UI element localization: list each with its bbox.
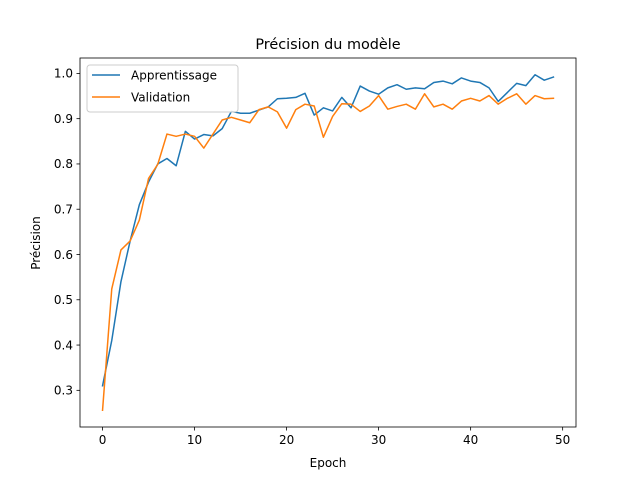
y-axis-label: Précision — [29, 216, 43, 270]
plot-area — [79, 57, 577, 428]
y-tick-label: 0.6 — [54, 248, 73, 262]
series-layer — [101, 74, 555, 412]
x-tick-label: 50 — [555, 433, 570, 447]
legend-label: Validation — [131, 90, 190, 104]
y-tick-label: 1.0 — [54, 67, 73, 81]
x-tick-label: 0 — [99, 433, 107, 447]
legend: Apprentissage Validation — [86, 64, 239, 113]
x-tick-label: 40 — [463, 433, 478, 447]
legend-label: Apprentissage — [131, 68, 217, 82]
x-tick-label: 30 — [371, 433, 386, 447]
y-tick-label: 0.7 — [54, 203, 73, 217]
y-tick-label: 0.9 — [54, 112, 73, 126]
plot-frame — [79, 57, 577, 428]
chart-title: Précision du modèle — [255, 37, 400, 53]
legend-box — [86, 64, 239, 113]
x-axis: 0 10 20 30 40 50 — [99, 427, 570, 447]
y-tick-label: 0.3 — [54, 384, 73, 398]
x-axis-label: Epoch — [310, 456, 347, 470]
y-tick-label: 0.8 — [54, 157, 73, 171]
y-tick-label: 0.4 — [54, 338, 73, 352]
y-tick-label: 0.5 — [54, 293, 73, 307]
x-tick-label: 10 — [187, 433, 202, 447]
y-axis: 0.3 0.4 0.5 0.6 0.7 0.8 0.9 1.0 — [54, 67, 80, 398]
x-tick-label: 20 — [279, 433, 294, 447]
series-line-apprentissage — [101, 74, 555, 387]
series-line-validation — [101, 93, 555, 412]
